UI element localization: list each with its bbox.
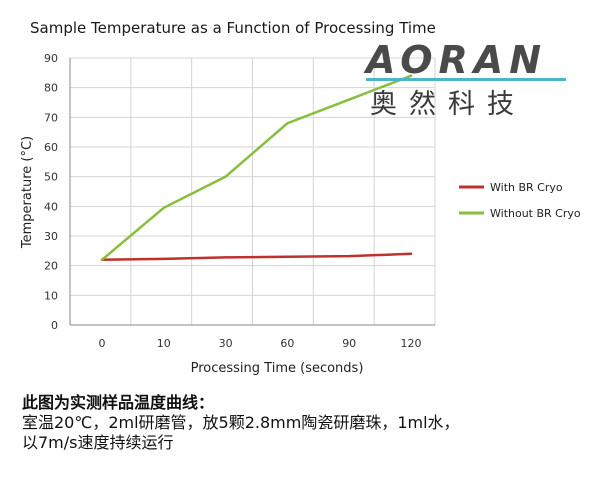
data-point [348,98,351,101]
data-point [224,175,227,178]
caption-block: 此图为实测样品温度曲线： 室温20℃，2ml研磨管，放5颗2.8mm陶瓷研磨珠，… [22,393,592,453]
data-point [348,254,351,258]
data-point [286,122,289,125]
legend: With BR Cryo Without BR Cryo [459,181,581,220]
data-point [100,258,104,261]
logo-chinese-name: 奥然科技 [370,89,526,120]
x-axis-label: Processing Time (seconds) [191,361,364,376]
series-line-1 [100,252,413,261]
legend-label-1: With BR Cryo [490,181,563,194]
data-point [409,252,413,255]
data-point [409,74,413,78]
y-tick-label: 90 [44,52,58,65]
brand-logo: AORAN 奥然科技 [366,38,566,120]
y-tick-label: 20 [44,260,58,273]
y-tick-label: 0 [51,319,58,332]
y-axis-label: Temperature (°C) [20,136,35,249]
logo-wordmark: AORAN [366,38,548,82]
y-tick-label: 70 [44,111,58,124]
x-tick-label: 60 [280,337,294,350]
chart-title: Sample Temperature as a Function of Proc… [30,19,436,37]
y-tick-label: 30 [44,230,58,243]
x-tick-labels: 0 10 30 60 90 120 [99,337,422,350]
x-tick-label: 90 [342,337,356,350]
y-tick-label: 40 [44,200,58,213]
data-point [286,255,289,258]
y-tick-label: 60 [44,141,58,154]
legend-label-2: Without BR Cryo [490,207,581,220]
data-point [224,256,227,259]
axes [69,58,435,326]
series-line-2 [100,74,413,261]
y-tick-labels: 0 10 20 30 40 50 60 70 80 90 [44,52,58,332]
caption-line-2: 以7m/s速度持续运行 [22,433,174,452]
caption-line-1: 室温20℃，2ml研磨管，放5颗2.8mm陶瓷研磨珠，1ml水， [22,413,460,432]
data-point [162,206,165,210]
x-tick-label: 120 [401,337,422,350]
x-tick-label: 0 [99,337,106,350]
x-tick-label: 10 [157,337,171,350]
y-tick-label: 10 [44,289,58,302]
caption-heading: 此图为实测样品温度曲线： [22,393,215,412]
x-tick-label: 30 [219,337,233,350]
y-tick-label: 50 [44,171,58,184]
line-chart: 0 10 20 30 40 50 60 70 80 90 0 10 30 60 90 120 With BR… [20,52,581,376]
series-lines [100,74,413,261]
logo-underline [366,78,566,81]
data-point [162,257,165,261]
y-tick-label: 80 [44,82,58,95]
